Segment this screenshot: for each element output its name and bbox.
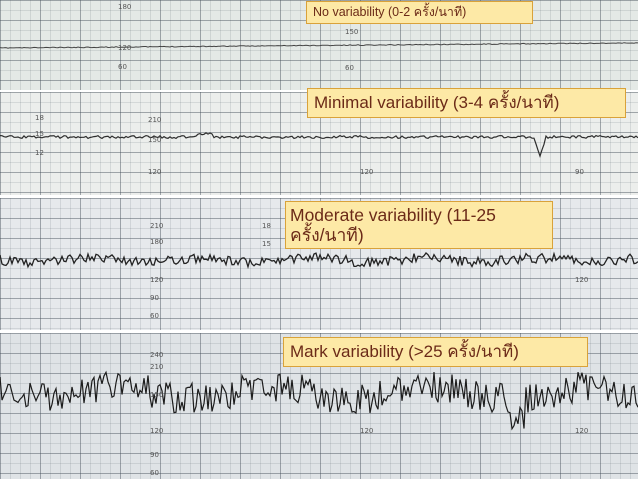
tick-label: 120: [150, 276, 164, 284]
tick-label: 60: [118, 63, 127, 71]
tick-label: 60: [150, 312, 159, 320]
tick-label: 240: [150, 351, 164, 359]
fhr-trace: [0, 132, 638, 159]
tick-label: 120: [575, 427, 589, 435]
panel-label: Minimal variability (3-4 ครั้ง/นาที): [307, 88, 626, 118]
tick-label: 120: [360, 427, 374, 435]
tick-label: 180: [150, 238, 164, 246]
tick-label: 210: [148, 116, 162, 124]
tick-label: 150: [345, 28, 359, 36]
fhr-trace: [0, 370, 638, 431]
tick-label: 180: [118, 3, 132, 11]
fhr-trace: [0, 42, 638, 49]
tick-label: 120: [148, 168, 162, 176]
tick-label: 150: [150, 391, 164, 399]
tick-label: 90: [150, 451, 159, 459]
panel-label: Mark variability (>25 ครั้ง/นาที): [283, 337, 588, 367]
tick-label: 15: [262, 240, 271, 248]
tick-label: 18: [262, 222, 271, 230]
tick-label: 60: [150, 469, 159, 477]
fhr-trace: [0, 251, 638, 270]
tick-label: 15: [35, 130, 44, 138]
tick-label: 18: [35, 114, 44, 122]
tick-label: 210: [150, 222, 164, 230]
panel-label: Moderate variability (11-25 ครั้ง/นาที): [285, 201, 553, 250]
tick-label: 60: [345, 64, 354, 72]
tick-label: 12: [35, 149, 44, 157]
tick-label: 120: [575, 276, 589, 284]
tick-label: 120: [150, 427, 164, 435]
tick-label: 210: [150, 363, 164, 371]
tick-label: 120: [118, 44, 132, 52]
tick-label: 90: [575, 168, 584, 176]
tick-label: 150: [148, 136, 162, 144]
tick-label: 120: [360, 168, 374, 176]
tick-label: 90: [150, 294, 159, 302]
panel-label: No variability (0-2 ครั้ง/นาที): [306, 1, 533, 25]
